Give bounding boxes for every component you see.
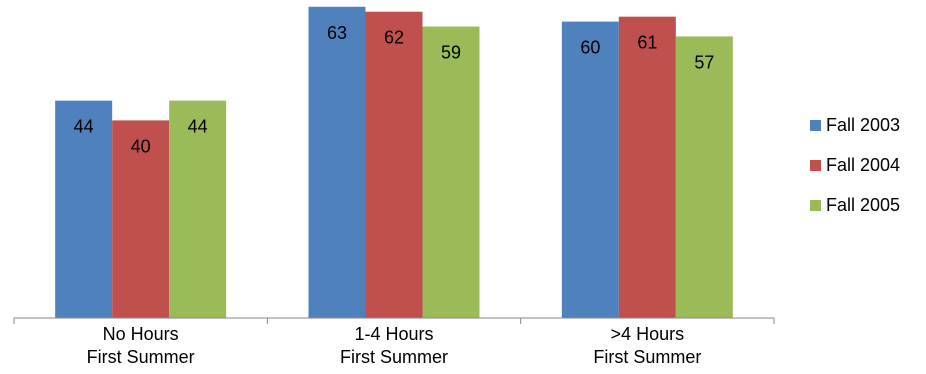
bar-fall-2005-cat-3 — [675, 36, 733, 319]
legend-label-fall-2003: Fall 2003 — [826, 115, 900, 135]
data-label-fall-2005-cat-2: 59 — [441, 43, 461, 63]
x-tick-label-line: >4 Hours — [611, 324, 685, 344]
legend-swatch-fall-2003 — [810, 120, 821, 131]
x-tick-label-line: No Hours — [103, 324, 179, 344]
x-tick-label-line: First Summer — [87, 347, 195, 367]
bar-fall-2005-cat-2 — [422, 26, 480, 318]
data-label-fall-2005-cat-3: 57 — [694, 52, 714, 72]
bars-layer — [55, 6, 733, 319]
legend-swatch-fall-2005 — [810, 200, 821, 211]
legend-label-fall-2004: Fall 2004 — [826, 155, 900, 175]
bar-fall-2004-cat-3 — [618, 16, 676, 318]
x-axis-tick-labels: No Hours First Summer 1-4 Hours First Summe… — [87, 324, 702, 367]
x-tick-label-1: No Hours First Summer — [87, 324, 195, 367]
x-tick-label-line: First Summer — [593, 347, 701, 367]
x-tick-label-line: 1-4 Hours — [354, 324, 433, 344]
data-label-fall-2004-cat-3: 61 — [637, 33, 657, 53]
bar-fall-2003-cat-1 — [55, 100, 113, 318]
bar-fall-2004-cat-2 — [365, 11, 423, 318]
legend-label-fall-2005: Fall 2005 — [826, 195, 900, 215]
data-label-fall-2003-cat-3: 60 — [580, 38, 600, 58]
x-tick-label-2: 1-4 Hours First Summer — [340, 324, 448, 367]
x-tick-label-3: >4 Hours First Summer — [593, 324, 701, 367]
legend: Fall 2003 Fall 2004 Fall 2005 — [810, 115, 900, 215]
x-axis-ticks — [13, 318, 775, 324]
x-tick-label-line: First Summer — [340, 347, 448, 367]
legend-swatch-fall-2004 — [810, 160, 821, 171]
data-label-fall-2005-cat-1: 44 — [188, 117, 208, 137]
data-label-fall-2004-cat-1: 40 — [131, 136, 151, 156]
bar-fall-2005-cat-1 — [169, 100, 227, 318]
data-labels-layer: 44 40 44 63 62 59 60 61 57 — [74, 23, 715, 157]
bar-fall-2003-cat-2 — [308, 6, 366, 319]
bar-fall-2003-cat-3 — [561, 21, 619, 318]
data-label-fall-2003-cat-1: 44 — [74, 117, 94, 137]
data-label-fall-2003-cat-2: 63 — [327, 23, 347, 43]
bar-fall-2004-cat-1 — [112, 120, 170, 319]
data-label-fall-2004-cat-2: 62 — [384, 28, 404, 48]
